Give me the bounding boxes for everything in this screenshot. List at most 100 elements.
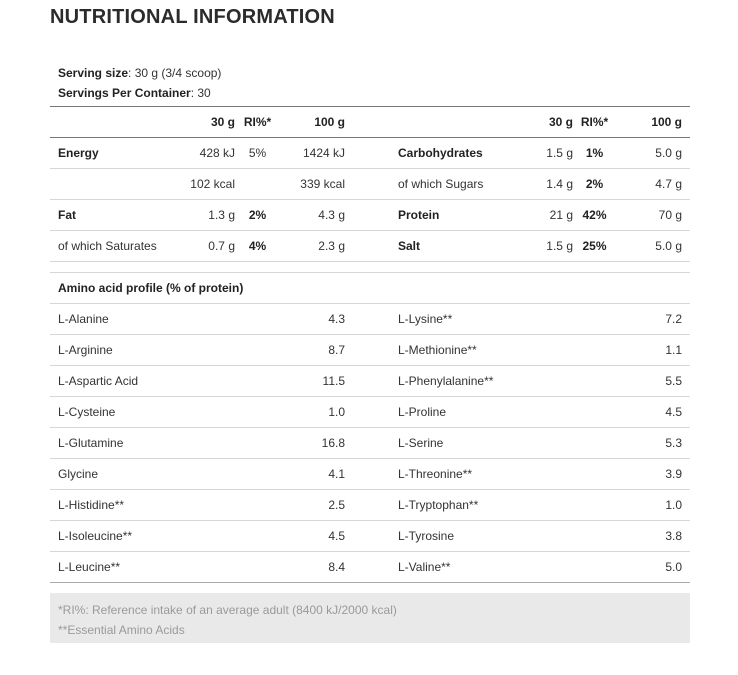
row-pad [682,334,690,366]
amino-name: L-Histidine** [50,489,280,521]
amino-value: 4.3 [280,303,345,335]
section-spacer-cell [50,261,690,273]
nutrient-per-100g: 2.3 g [280,230,345,262]
amino-value: 5.3 [616,427,682,459]
column-gap [345,334,398,366]
table-row: 102 kcal 339 kcal of which Sugars 1.4 g 2% 4.… [50,168,690,200]
column-gap [345,199,398,231]
row-pad [682,551,690,583]
row-pad [682,489,690,521]
row-pad [682,365,690,397]
column-gap [345,520,398,552]
amino-value: 2.5 [280,489,345,521]
amino-name: Glycine [50,458,280,490]
column-gap [345,396,398,428]
nutrient-ri: 2% [573,168,616,200]
section-spacer [50,261,690,273]
amino-value: 5.0 [616,551,682,583]
amino-row: L-Cysteine 1.0 L-Proline 4.5 [50,396,690,428]
column-gap [345,168,398,200]
amino-name: L-Phenylalanine** [398,365,616,397]
amino-name: L-Serine [398,427,616,459]
amino-row: L-Glutamine 16.8 L-Serine 5.3 [50,427,690,459]
amino-value: 7.2 [616,303,682,335]
footnote-box: *RI%: Reference intake of an average adu… [50,593,690,643]
nutrition-table-body: 30 g RI%* 100 g 30 g RI%* 100 g Energy 42… [50,106,690,583]
amino-name: L-Aspartic Acid [50,365,280,397]
header-30g-right: 30 g [518,106,573,138]
header-30g: 30 g [150,106,235,138]
table-header: 30 g RI%* 100 g 30 g RI%* 100 g [50,106,690,138]
amino-heading-row: Amino acid profile (% of protein) [50,272,690,304]
nutrient-per-100g: 1424 kJ [280,137,345,169]
header-pad [682,106,690,138]
nutrient-per-30g: 102 kcal [150,168,235,200]
nutrient-ri: 1% [573,137,616,169]
header-ri-right: RI%* [573,106,616,138]
column-gap [345,365,398,397]
amino-row: L-Leucine** 8.4 L-Valine** 5.0 [50,551,690,583]
nutrient-ri [235,168,280,200]
header-ri: RI%* [235,106,280,138]
nutrient-per-100g: 5.0 g [616,137,682,169]
nutrient-ri: 42% [573,199,616,231]
amino-name: L-Lysine** [398,303,616,335]
amino-name: L-Cysteine [50,396,280,428]
row-pad [682,458,690,490]
serving-info: Serving size: 30 g (3/4 scoop) Servings … [58,63,221,103]
header-100g-right: 100 g [616,106,682,138]
amino-name: L-Methionine** [398,334,616,366]
nutrient-name: Energy [50,137,150,169]
serving-size-value: : 30 g (3/4 scoop) [128,66,222,80]
nutrient-name: Carbohydrates [398,137,518,169]
amino-row: Glycine 4.1 L-Threonine** 3.9 [50,458,690,490]
nutrient-name: Fat [50,199,150,231]
amino-name: L-Tryptophan** [398,489,616,521]
page-title: NUTRITIONAL INFORMATION [50,6,335,28]
column-gap [345,551,398,583]
amino-name: L-Glutamine [50,427,280,459]
column-gap [345,489,398,521]
nutrient-per-100g: 5.0 g [616,230,682,262]
amino-name: L-Tyrosine [398,520,616,552]
nutrient-per-100g: 70 g [616,199,682,231]
serving-size-label: Serving size [58,66,129,80]
nutrient-ri: 2% [235,199,280,231]
header-gap [345,106,398,138]
nutrient-per-100g: 4.3 g [280,199,345,231]
amino-name: L-Isoleucine** [50,520,280,552]
row-pad [682,520,690,552]
nutrient-per-30g: 1.4 g [518,168,573,200]
servings-per-container: Servings Per Container: 30 [58,83,221,103]
row-pad [682,303,690,335]
footnote-ri: *RI%: Reference intake of an average adu… [58,603,397,617]
footnote-essential: **Essential Amino Acids [58,623,185,637]
row-pad [682,427,690,459]
amino-value: 1.0 [616,489,682,521]
nutrient-per-30g: 0.7 g [150,230,235,262]
nutrient-name: of which Sugars [398,168,518,200]
row-pad [682,168,690,200]
amino-value: 8.7 [280,334,345,366]
column-gap [345,303,398,335]
amino-name: L-Threonine** [398,458,616,490]
amino-value: 11.5 [280,365,345,397]
amino-name: L-Leucine** [50,551,280,583]
nutrient-per-30g: 1.5 g [518,230,573,262]
amino-heading: Amino acid profile (% of protein) [50,272,690,304]
amino-row: L-Arginine 8.7 L-Methionine** 1.1 [50,334,690,366]
amino-value: 3.8 [616,520,682,552]
amino-row: L-Isoleucine** 4.5 L-Tyrosine 3.8 [50,520,690,552]
row-pad [682,230,690,262]
nutrient-name: Salt [398,230,518,262]
header-blank-right [398,106,518,138]
nutrient-per-30g: 428 kJ [150,137,235,169]
nutrient-per-30g: 1.3 g [150,199,235,231]
table-row: Fat 1.3 g 2% 4.3 g Protein 21 g 42% 70 g [50,199,690,231]
servings-per-container-label: Servings Per Container [58,86,191,100]
nutrient-per-100g: 4.7 g [616,168,682,200]
servings-per-container-value: : 30 [190,86,211,100]
amino-name: L-Proline [398,396,616,428]
